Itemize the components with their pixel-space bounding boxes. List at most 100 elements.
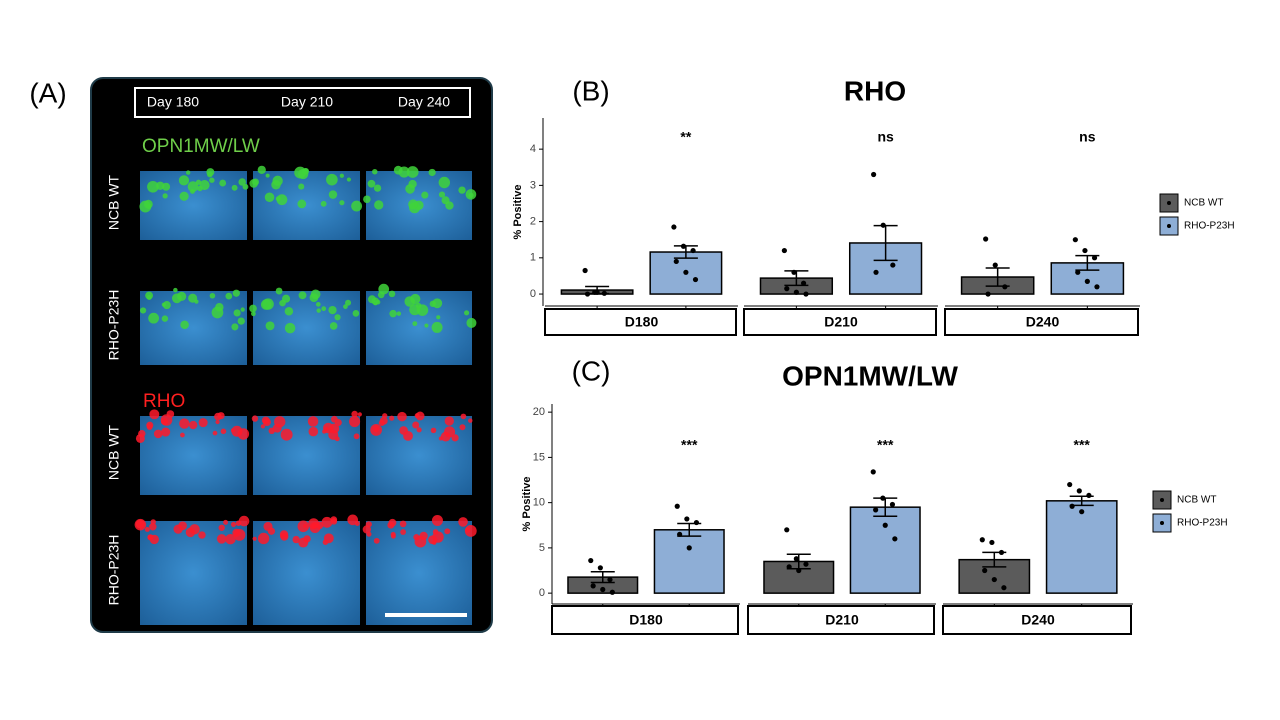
data-point [998, 549, 1005, 556]
facet-strip [942, 605, 1132, 635]
stain-signal [135, 433, 145, 443]
data-point [673, 258, 679, 265]
stain-signal [260, 424, 266, 429]
data-point [781, 247, 787, 254]
stain-signal [198, 531, 206, 539]
legend-key-dot [1160, 521, 1164, 525]
stain-signal [428, 535, 438, 545]
data-point [582, 267, 588, 274]
stain-signal [390, 533, 396, 539]
stain-signal [315, 521, 324, 530]
stain-signal [343, 304, 348, 309]
stain-signal [324, 426, 329, 432]
stain-signal [339, 200, 345, 206]
y-tick-label: 15 [533, 451, 545, 463]
stain-signal [257, 165, 266, 174]
stain-signal [147, 534, 154, 541]
stain-signal [134, 518, 147, 531]
stain-signal [352, 310, 360, 317]
data-point [1076, 488, 1082, 494]
stain-signal [235, 520, 242, 526]
data-point [1084, 278, 1090, 284]
y-tick-label: 4 [530, 143, 536, 155]
stain-signal [249, 304, 257, 313]
stain-signal [353, 433, 360, 440]
data-point [601, 290, 607, 296]
stain-signal [303, 523, 308, 529]
legend-key-dot [1160, 498, 1164, 502]
stain-signal [399, 520, 407, 528]
stain-signal [148, 312, 160, 324]
facet-strip [743, 308, 937, 336]
stain-signal [297, 199, 307, 209]
significance-label: *** [681, 437, 698, 453]
stain-signal [366, 531, 372, 537]
stain-signal [379, 416, 388, 425]
data-point [1082, 247, 1088, 254]
stain-signal [199, 180, 210, 191]
stain-signal [307, 416, 319, 427]
stain-signal [265, 321, 275, 331]
stain-signal [367, 179, 376, 188]
data-point [1079, 509, 1085, 515]
stain-signal [252, 536, 257, 541]
data-point [803, 291, 809, 297]
stain-signal [284, 322, 296, 334]
stain-signal [321, 516, 333, 528]
stain-signal [292, 535, 300, 544]
stain-signal [233, 309, 241, 317]
stain-signal [171, 293, 182, 304]
stain-signal [354, 520, 360, 526]
data-point [991, 576, 997, 583]
stain-signal [315, 302, 321, 307]
data-point [1069, 503, 1075, 509]
data-point [982, 567, 988, 574]
stain-signal [232, 289, 240, 297]
data-point [890, 262, 896, 268]
data-point [590, 583, 596, 589]
stain-signal [389, 309, 397, 318]
data-point [1086, 492, 1092, 499]
stain-signal [265, 173, 270, 178]
chart-title: RHO [844, 75, 906, 106]
stain-signal [415, 302, 422, 309]
data-point [871, 171, 877, 178]
stain-signal [431, 321, 443, 333]
stain-signal [146, 294, 152, 300]
timepoint-label: Day 180 [147, 94, 199, 110]
stain-signal [238, 178, 246, 186]
data-point [870, 469, 876, 475]
stain-signal [441, 196, 450, 205]
stain-signal [139, 307, 147, 314]
micrograph [140, 291, 247, 365]
stain-signal [458, 186, 466, 194]
stain-signal [436, 315, 441, 320]
stain-signal [281, 294, 291, 303]
data-point [588, 557, 594, 564]
stain-signal [396, 311, 402, 316]
stain-signal [370, 424, 383, 436]
data-point [683, 269, 689, 275]
stain-signal [225, 533, 236, 545]
data-point [600, 586, 606, 593]
facet-label: D180 [629, 612, 663, 628]
stain-signal [180, 432, 185, 438]
stain-signal [368, 295, 377, 304]
stain-signal [403, 430, 413, 441]
stain-signal [262, 298, 274, 310]
data-point [609, 589, 615, 595]
stain-signal [149, 523, 157, 531]
stain-signal [334, 314, 341, 321]
stain-signal [206, 171, 213, 178]
stain-signal [250, 311, 256, 317]
stain-signal [308, 426, 319, 437]
data-point [800, 280, 807, 286]
stain-signal [216, 534, 227, 544]
data-point [979, 537, 985, 543]
row-label: RHO-P23H [106, 535, 122, 606]
stain-signal [240, 307, 245, 312]
stain-signal [218, 524, 225, 531]
legend-key-dot [1167, 224, 1171, 228]
row-label: NCB WT [106, 174, 122, 230]
